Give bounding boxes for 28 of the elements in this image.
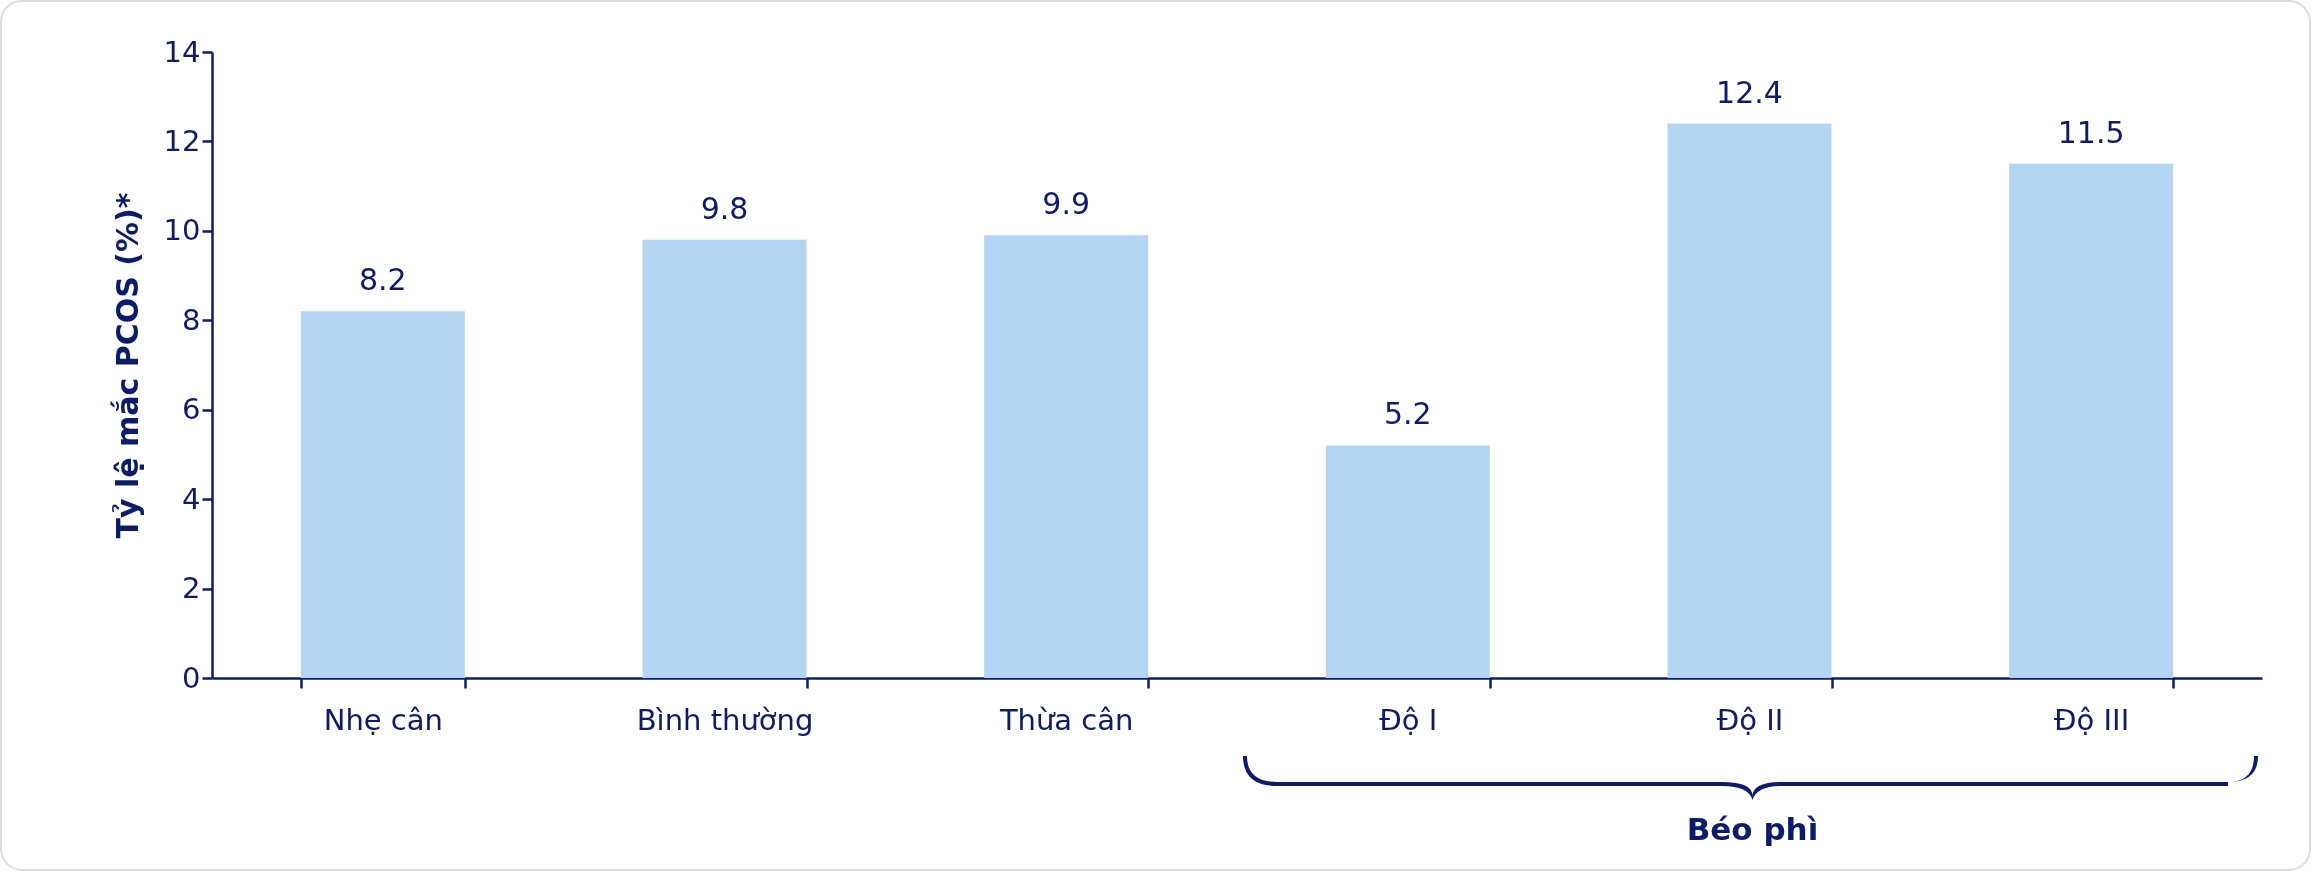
bar xyxy=(984,235,1149,678)
y-tick-label: 6 xyxy=(182,392,201,427)
y-tick-label: 4 xyxy=(182,481,201,516)
x-tick-label: Độ II xyxy=(1716,702,1784,737)
y-tick-label: 14 xyxy=(163,34,201,69)
bar xyxy=(1667,123,1832,678)
bar xyxy=(2009,163,2174,678)
bar xyxy=(1325,445,1490,678)
x-tick-label: Nhẹ cân xyxy=(323,702,443,737)
bar xyxy=(300,311,465,678)
x-tick-label: Độ I xyxy=(1379,702,1438,737)
y-axis-title: Tỷ lệ mắc PCOS (%)* xyxy=(109,192,145,539)
data-label: 12.4 xyxy=(1716,74,1783,110)
bar xyxy=(642,239,807,678)
x-tick-label: Thừa cân xyxy=(998,702,1134,737)
data-label: 8.2 xyxy=(358,262,407,298)
data-label: 9.9 xyxy=(1042,186,1091,222)
y-tick-label: 2 xyxy=(182,571,201,606)
data-label: 5.2 xyxy=(1383,396,1432,432)
data-label: 11.5 xyxy=(2057,114,2125,150)
y-tick-label: 12 xyxy=(163,123,201,158)
text: Béo phì xyxy=(1686,811,1819,847)
y-tick-label: 0 xyxy=(182,660,201,695)
x-tick-label: Độ III xyxy=(2054,702,2130,737)
data-label: 9.8 xyxy=(700,190,749,226)
x-tick-label: Bình thường xyxy=(636,702,814,737)
y-tick-label: 10 xyxy=(163,213,201,248)
y-tick-label: 8 xyxy=(182,302,201,337)
